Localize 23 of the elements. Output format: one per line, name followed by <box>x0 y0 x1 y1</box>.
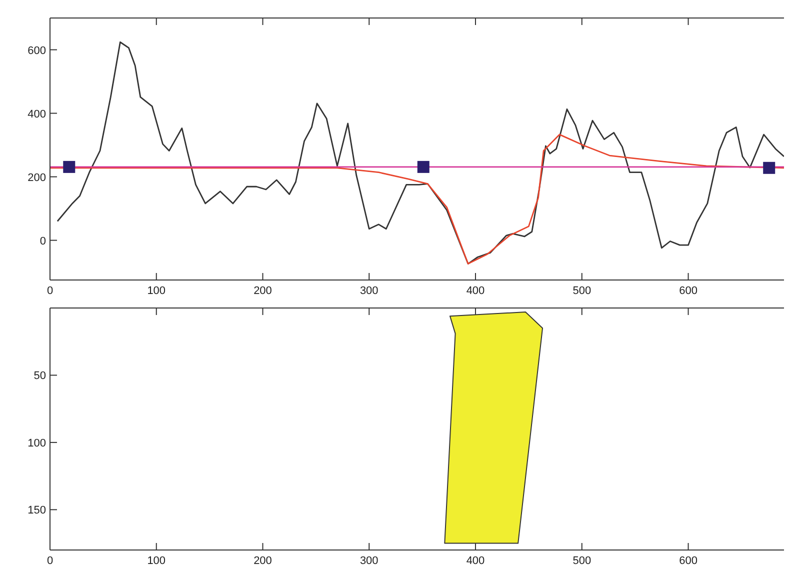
line-series <box>50 134 784 265</box>
y-tick-label: 600 <box>28 44 46 57</box>
x-tick-label: 300 <box>360 555 378 567</box>
x-tick-label: 100 <box>147 285 166 297</box>
y-tick-label: 200 <box>28 172 46 184</box>
y-tick-label: 0 <box>40 235 46 248</box>
y-tick-label: 50 <box>34 370 46 382</box>
x-tick-label: 400 <box>466 285 485 297</box>
x-tick-label: 200 <box>254 555 272 567</box>
y-tick-label: 100 <box>28 437 46 450</box>
x-tick-label: 600 <box>679 285 698 297</box>
x-tick-label: 600 <box>679 555 698 567</box>
line-series <box>56 41 784 265</box>
y-tick-label: 150 <box>28 504 46 517</box>
x-tick-label: 500 <box>572 555 592 567</box>
x-tick-label: 500 <box>572 285 592 297</box>
x-tick-label: 300 <box>360 285 378 297</box>
x-tick-label: 200 <box>254 285 272 297</box>
x-tick-label: 100 <box>147 555 166 567</box>
x-tick-label: 0 <box>46 555 54 567</box>
x-tick-label: 400 <box>466 555 485 567</box>
y-tick-label: 400 <box>28 108 46 120</box>
x-tick-label: 0 <box>46 285 54 297</box>
